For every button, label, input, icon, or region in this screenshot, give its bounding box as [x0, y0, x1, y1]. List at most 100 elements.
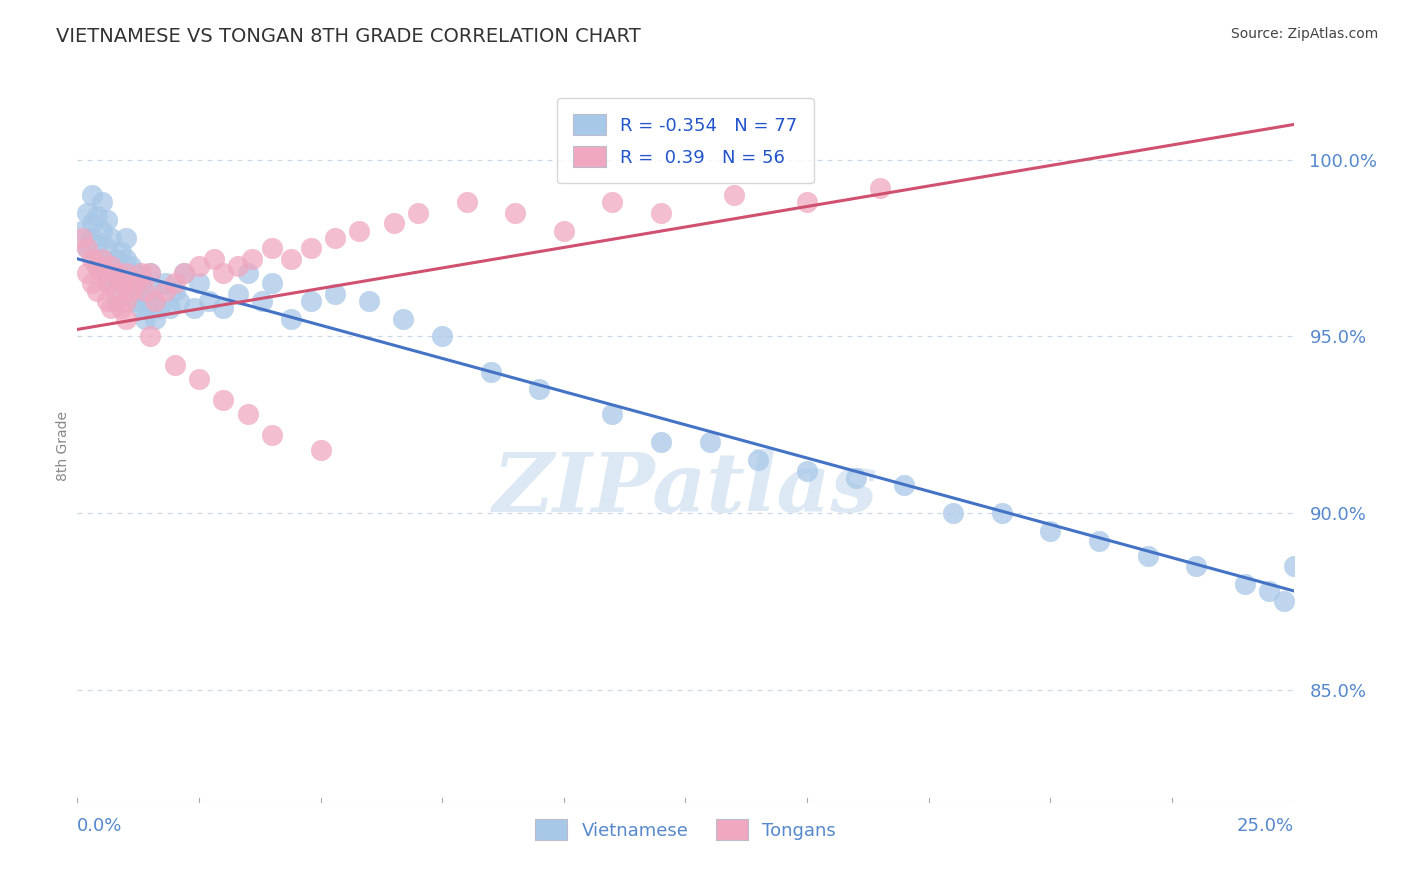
Tongans: [260, 241, 283, 255]
Vietnamese: [280, 311, 302, 326]
Tongans: [129, 266, 152, 280]
Tongans: [173, 266, 195, 280]
Tongans: [236, 407, 259, 421]
Vietnamese: [105, 294, 128, 309]
Text: 0.0%: 0.0%: [77, 817, 122, 835]
Tongans: [86, 284, 108, 298]
Vietnamese: [86, 210, 108, 224]
Vietnamese: [110, 244, 132, 259]
Tongans: [153, 284, 176, 298]
Y-axis label: 8th Grade: 8th Grade: [56, 411, 70, 481]
Vietnamese: [359, 294, 381, 309]
Vietnamese: [76, 206, 98, 220]
Tongans: [503, 206, 526, 220]
Tongans: [76, 241, 98, 255]
Vietnamese: [100, 230, 122, 244]
Vietnamese: [120, 259, 142, 273]
Vietnamese: [115, 252, 138, 266]
Tongans: [602, 195, 624, 210]
Tongans: [80, 277, 103, 291]
Vietnamese: [299, 294, 322, 309]
Vietnamese: [96, 213, 118, 227]
Tongans: [143, 294, 166, 309]
Tongans: [456, 195, 478, 210]
Text: VIETNAMESE VS TONGAN 8TH GRADE CORRELATION CHART: VIETNAMESE VS TONGAN 8TH GRADE CORRELATI…: [56, 27, 641, 45]
Vietnamese: [893, 478, 915, 492]
Vietnamese: [1282, 559, 1305, 574]
Vietnamese: [90, 252, 112, 266]
Tongans: [100, 301, 122, 316]
Tongans: [226, 259, 249, 273]
Tongans: [323, 230, 346, 244]
Vietnamese: [96, 241, 118, 255]
Vietnamese: [100, 259, 122, 273]
Vietnamese: [323, 287, 346, 301]
Tongans: [115, 311, 138, 326]
Vietnamese: [1272, 594, 1295, 608]
Vietnamese: [602, 407, 624, 421]
Vietnamese: [188, 277, 211, 291]
Tongans: [115, 266, 138, 280]
Tongans: [76, 266, 98, 280]
Vietnamese: [143, 311, 166, 326]
Vietnamese: [80, 188, 103, 202]
Tongans: [650, 206, 672, 220]
Tongans: [139, 329, 162, 343]
Text: Source: ZipAtlas.com: Source: ZipAtlas.com: [1230, 27, 1378, 41]
Vietnamese: [129, 301, 152, 316]
Tongans: [125, 277, 148, 291]
Tongans: [723, 188, 745, 202]
Vietnamese: [392, 311, 415, 326]
Vietnamese: [260, 277, 283, 291]
Tongans: [406, 206, 429, 220]
Vietnamese: [1088, 534, 1111, 549]
Tongans: [105, 266, 128, 280]
Vietnamese: [529, 383, 551, 397]
Tongans: [188, 372, 211, 386]
Text: 25.0%: 25.0%: [1236, 817, 1294, 835]
Vietnamese: [183, 301, 205, 316]
Vietnamese: [86, 259, 108, 273]
Vietnamese: [173, 266, 195, 280]
Vietnamese: [115, 230, 138, 244]
Vietnamese: [105, 252, 128, 266]
Vietnamese: [125, 266, 148, 280]
Vietnamese: [942, 506, 965, 520]
Tongans: [869, 181, 891, 195]
Vietnamese: [747, 453, 769, 467]
Vietnamese: [226, 287, 249, 301]
Tongans: [349, 223, 371, 237]
Vietnamese: [845, 471, 868, 485]
Vietnamese: [1233, 576, 1256, 591]
Tongans: [309, 442, 332, 457]
Tongans: [110, 301, 132, 316]
Vietnamese: [80, 216, 103, 230]
Vietnamese: [90, 195, 112, 210]
Tongans: [70, 230, 93, 244]
Vietnamese: [159, 301, 181, 316]
Tongans: [115, 294, 138, 309]
Vietnamese: [70, 223, 93, 237]
Vietnamese: [86, 237, 108, 252]
Tongans: [242, 252, 264, 266]
Tongans: [80, 252, 103, 266]
Tongans: [280, 252, 302, 266]
Vietnamese: [115, 277, 138, 291]
Tongans: [134, 284, 156, 298]
Vietnamese: [105, 273, 128, 287]
Vietnamese: [650, 435, 672, 450]
Tongans: [163, 277, 186, 291]
Tongans: [96, 294, 118, 309]
Vietnamese: [990, 506, 1012, 520]
Tongans: [212, 266, 235, 280]
Vietnamese: [699, 435, 721, 450]
Tongans: [100, 259, 122, 273]
Tongans: [796, 195, 818, 210]
Tongans: [163, 358, 186, 372]
Tongans: [86, 259, 108, 273]
Legend: Vietnamese, Tongans: Vietnamese, Tongans: [527, 812, 844, 847]
Vietnamese: [139, 266, 162, 280]
Tongans: [90, 252, 112, 266]
Vietnamese: [1136, 549, 1159, 563]
Tongans: [260, 428, 283, 442]
